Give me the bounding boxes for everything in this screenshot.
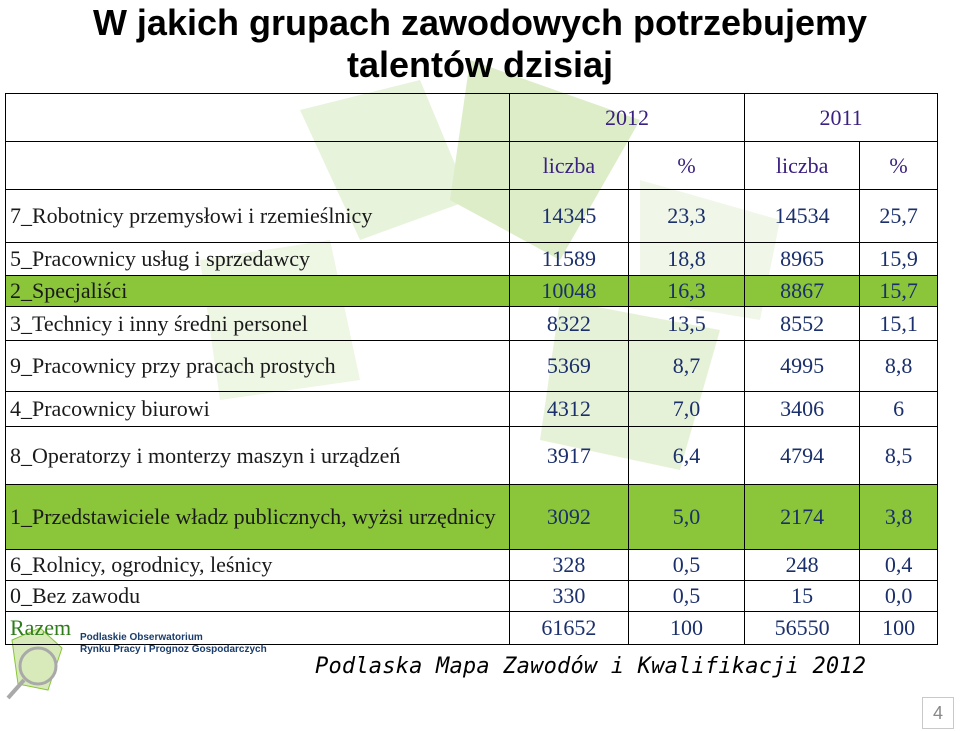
cell-pct-2011: 15,9 [859, 242, 938, 276]
cell-pct-2011: 8,8 [859, 340, 938, 392]
cell-liczba-2012: 4312 [508, 391, 629, 427]
cell-liczba-2011: 14534 [744, 189, 861, 243]
cell-liczba-2011: 2174 [744, 484, 861, 550]
cell-liczba-2012: 328 [508, 549, 629, 581]
table-row: 9_Pracownicy przy pracach prostych 5369 … [5, 340, 938, 392]
cell-liczba-2011: 8867 [744, 275, 861, 307]
row-label: 6_Rolnicy, ogrodnicy, leśnicy [5, 549, 510, 581]
cell-liczba-2011: 4794 [744, 426, 861, 485]
page-title-line1: W jakich grupach zawodowych potrzebujemy [92, 2, 868, 43]
total-label: Razem [5, 611, 510, 645]
table-row-highlighted: 1_Przedstawiciele władz publicznych, wyż… [5, 484, 938, 550]
table-row: 5_Pracownicy usług i sprzedawcy 11589 18… [5, 242, 938, 276]
cell-liczba-2011: 248 [744, 549, 861, 581]
table-row: 0_Bez zawodu 330 0,5 15 0,0 [5, 580, 938, 612]
cell-liczba-2011: 3406 [744, 391, 861, 427]
cell-liczba-2011: 8965 [744, 242, 861, 276]
cell-pct-2011: 6 [859, 391, 938, 427]
cell-pct-2012: 16,3 [627, 275, 746, 307]
cell-pct-2011: 3,8 [859, 484, 938, 550]
col-pct-2012: % [627, 141, 746, 190]
column-header-row: liczba % liczba % [5, 141, 938, 190]
occupation-table: 2012 2011 liczba % liczba % 7_Robotnicy … [5, 93, 938, 645]
total-row: Razem 61652 100 56550 100 [5, 611, 938, 645]
total-pct-2012: 100 [627, 611, 746, 645]
row-label: 3_Technicy i inny średni personel [5, 306, 510, 341]
cell-pct-2012: 0,5 [627, 580, 746, 612]
header-empty-cell [5, 141, 510, 190]
cell-pct-2012: 7,0 [627, 391, 746, 427]
row-label: 4_Pracownicy biurowi [5, 391, 510, 427]
table-row: 4_Pracownicy biurowi 4312 7,0 3406 6 [5, 391, 938, 427]
logo-line1: Podlaskie Obserwatorium [80, 632, 203, 643]
row-label: 8_Operatorzy i monterzy maszyn i urządze… [5, 426, 510, 485]
cell-pct-2012: 0,5 [627, 549, 746, 581]
table-row: 3_Technicy i inny średni personel 8322 1… [5, 306, 938, 341]
observatory-logo-text: Podlaskie Obserwatorium Rynku Pracy i Pr… [80, 632, 267, 656]
row-label: 2_Specjaliści [5, 275, 510, 307]
year-2012-header: 2012 [508, 93, 746, 142]
row-label: 5_Pracownicy usług i sprzedawcy [5, 242, 510, 276]
year-header-row: 2012 2011 [5, 93, 938, 142]
cell-liczba-2012: 14345 [508, 189, 629, 243]
col-liczba-2011: liczba [744, 141, 861, 190]
total-liczba-2011: 56550 [744, 611, 861, 645]
page-title: W jakich grupach zawodowych potrzebujemy… [0, 2, 960, 86]
page-title-line2: talentów dzisiaj [346, 44, 614, 85]
cell-pct-2011: 15,1 [859, 306, 938, 341]
page-number: 4 [922, 697, 954, 729]
cell-pct-2011: 0,0 [859, 580, 938, 612]
table-row: 8_Operatorzy i monterzy maszyn i urządze… [5, 426, 938, 485]
cell-liczba-2011: 8552 [744, 306, 861, 341]
table-row: 7_Robotnicy przemysłowi i rzemieślnicy 1… [5, 189, 938, 243]
cell-pct-2011: 0,4 [859, 549, 938, 581]
total-pct-2011: 100 [859, 611, 938, 645]
table-row: 6_Rolnicy, ogrodnicy, leśnicy 328 0,5 24… [5, 549, 938, 581]
cell-pct-2012: 13,5 [627, 306, 746, 341]
cell-pct-2012: 18,8 [627, 242, 746, 276]
cell-pct-2012: 23,3 [627, 189, 746, 243]
col-liczba-2012: liczba [508, 141, 629, 190]
cell-liczba-2012: 5369 [508, 340, 629, 392]
cell-pct-2011: 25,7 [859, 189, 938, 243]
cell-liczba-2011: 4995 [744, 340, 861, 392]
cell-pct-2012: 8,7 [627, 340, 746, 392]
row-label: 1_Przedstawiciele władz publicznych, wyż… [5, 484, 510, 550]
cell-pct-2012: 6,4 [627, 426, 746, 485]
cell-pct-2012: 5,0 [627, 484, 746, 550]
row-label: 9_Pracownicy przy pracach prostych [5, 340, 510, 392]
cell-liczba-2012: 10048 [508, 275, 629, 307]
cell-liczba-2012: 3092 [508, 484, 629, 550]
cell-liczba-2012: 8322 [508, 306, 629, 341]
cell-liczba-2012: 3917 [508, 426, 629, 485]
row-label: 0_Bez zawodu [5, 580, 510, 612]
year-2011-header: 2011 [744, 93, 938, 142]
total-liczba-2012: 61652 [508, 611, 629, 645]
source-caption: Podlaska Mapa Zawodów i Kwalifikacji 201… [315, 654, 867, 679]
logo-line2: Rynku Pracy i Prognoz Gospodarczych [80, 644, 267, 655]
col-pct-2011: % [859, 141, 938, 190]
table-row-highlighted: 2_Specjaliści 10048 16,3 8867 15,7 [5, 275, 938, 307]
cell-liczba-2012: 330 [508, 580, 629, 612]
cell-pct-2011: 15,7 [859, 275, 938, 307]
header-empty-cell [5, 93, 510, 142]
cell-liczba-2011: 15 [744, 580, 861, 612]
cell-liczba-2012: 11589 [508, 242, 629, 276]
row-label: 7_Robotnicy przemysłowi i rzemieślnicy [5, 189, 510, 243]
cell-pct-2011: 8,5 [859, 426, 938, 485]
